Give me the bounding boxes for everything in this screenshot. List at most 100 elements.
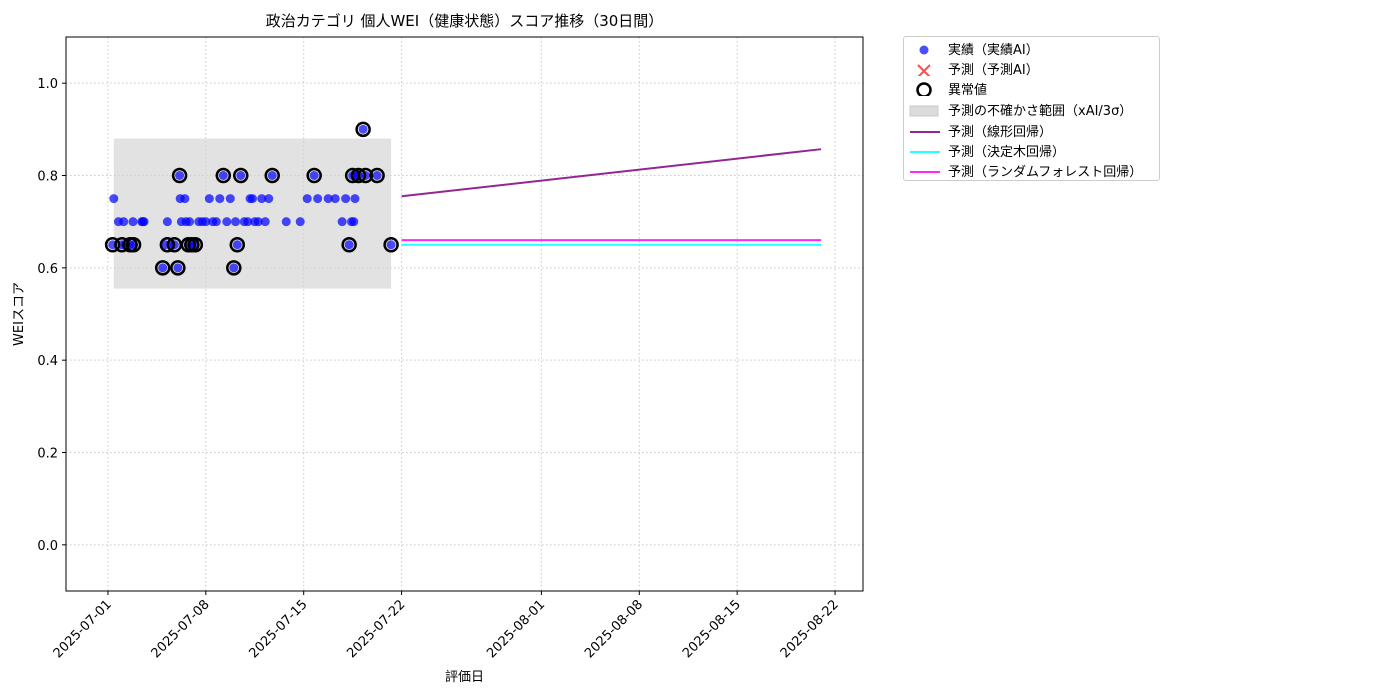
actual-point: [175, 171, 185, 180]
actual-point: [372, 171, 382, 180]
actual-point: [158, 263, 168, 273]
actual-point: [313, 194, 323, 204]
x-tick-label: 2025-07-15: [246, 597, 310, 661]
legend-item-predicted: 予測（予測AI）: [904, 58, 1159, 78]
actual-point: [119, 217, 129, 227]
anomaly-marker: [383, 237, 399, 253]
anomaly-marker: [114, 237, 130, 253]
actual-point: [128, 217, 138, 227]
actual-point: [222, 217, 232, 227]
grid-lines: [66, 37, 863, 591]
actual-point: [236, 171, 246, 180]
anomaly-marker: [357, 167, 374, 184]
legend-item-linear: 予測（線形回帰）: [904, 120, 1159, 140]
anomaly-marker: [125, 237, 142, 253]
anomaly-marker: [154, 260, 171, 276]
actual-point: [295, 217, 305, 227]
anomaly-marker: [229, 237, 246, 253]
y-tick-label: 0.8: [37, 170, 58, 185]
legend-cross-icon: [917, 64, 931, 76]
plot-frame: [65, 36, 864, 592]
legend-line-icon: [910, 171, 940, 173]
actual-point: [185, 217, 195, 227]
actual-point: [162, 217, 172, 227]
actual-point: [180, 194, 190, 204]
legend-band-icon: [909, 105, 939, 117]
legend: 実績（実績AI） 予測（予測AI） 異常値 予測の不確かさ範囲（xAI/3σ） …: [903, 36, 1160, 181]
x-tick-label: 2025-08-01: [484, 597, 548, 661]
actual-point: [330, 194, 340, 204]
y-tick-label: 0.4: [37, 354, 58, 369]
actual-point: [211, 217, 221, 227]
anomaly-marker: [355, 121, 371, 138]
anomaly-marker: [369, 167, 385, 184]
actual-point: [231, 217, 241, 227]
anomaly-marker: [226, 260, 242, 276]
x-axis-ticks: 2025-07-01 2025-07-08 2025-07-15 2025-07-22…: [51, 591, 842, 661]
actual-point: [225, 194, 235, 204]
actual-point: [386, 240, 396, 250]
anomaly-marker: [170, 260, 186, 276]
actual-point: [247, 194, 257, 204]
actual-point: [229, 263, 239, 273]
x-tick-label: 2025-08-22: [778, 597, 842, 661]
legend-label: 予測（ランダムフォレスト回帰）: [948, 165, 1143, 180]
actual-point: [253, 217, 263, 227]
actual-point: [173, 263, 183, 273]
actual-point: [201, 217, 211, 227]
actual-point: [349, 217, 359, 227]
legend-label: 予測（決定木回帰）: [948, 145, 1066, 160]
actual-point: [309, 171, 319, 180]
y-tick-label: 1.0: [37, 77, 58, 92]
legend-item-anomaly: 異常値: [904, 78, 1159, 98]
anomaly-marker: [233, 167, 249, 184]
y-tick-label: 0.2: [37, 447, 58, 462]
uncertainty-band-layer: [113, 138, 392, 289]
forecast-lines-layer: [401, 148, 822, 246]
legend-item-actual: 実績（実績AI）: [904, 38, 1159, 58]
uncertainty-band: [113, 138, 392, 289]
actual-point: [264, 194, 274, 204]
chart-title: 政治カテゴリ 個人WEI（健康状態）スコア推移（30日間）: [266, 12, 664, 30]
anomaly-marker: [215, 167, 232, 184]
x-tick-label: 2025-08-15: [680, 597, 744, 661]
anomaly-marker: [187, 237, 204, 253]
actual-point: [267, 171, 277, 180]
y-tick-label: 0.0: [37, 539, 58, 554]
anomaly-markers-layer: [104, 121, 399, 276]
actual-point: [109, 194, 119, 204]
anomaly-marker: [171, 167, 188, 184]
x-tick-label: 2025-07-22: [344, 597, 408, 661]
anomaly-marker: [159, 237, 176, 253]
y-axis-ticks: 0.0 0.2 0.4 0.6 0.8 1.0: [37, 77, 66, 554]
actual-point: [204, 194, 214, 204]
legend-label: 予測（予測AI）: [948, 63, 1039, 78]
legend-line-icon: [910, 151, 940, 153]
actual-point: [281, 217, 291, 227]
anomaly-marker: [264, 167, 280, 184]
legend-item-uncertainty: 予測の不確かさ範囲（xAI/3σ）: [904, 99, 1159, 119]
anomaly-marker: [104, 237, 121, 253]
x-axis-label: 評価日: [445, 670, 484, 685]
anomaly-marker: [341, 237, 357, 253]
legend-label: 予測（線形回帰）: [948, 125, 1053, 140]
x-tick-label: 2025-08-08: [582, 597, 646, 661]
legend-item-forest: 予測（ランダムフォレスト回帰）: [904, 160, 1159, 180]
anomaly-marker: [350, 167, 367, 184]
actual-point: [337, 217, 347, 227]
legend-label: 異常値: [948, 83, 988, 98]
anomaly-marker: [306, 167, 322, 184]
legend-item-tree: 予測（決定木回帰）: [904, 140, 1159, 160]
y-axis-label: WEIスコア: [12, 282, 27, 346]
actual-point: [323, 194, 333, 204]
actual-point: [215, 194, 225, 204]
y-tick-label: 0.6: [37, 262, 58, 277]
actual-point: [139, 217, 149, 227]
actual-point: [302, 194, 312, 204]
legend-ring-icon: [916, 82, 932, 96]
actual-point: [350, 194, 360, 204]
actual-point: [358, 124, 368, 134]
x-tick-label: 2025-07-08: [149, 597, 213, 661]
actual-point: [344, 240, 354, 250]
actual-point: [243, 217, 253, 227]
